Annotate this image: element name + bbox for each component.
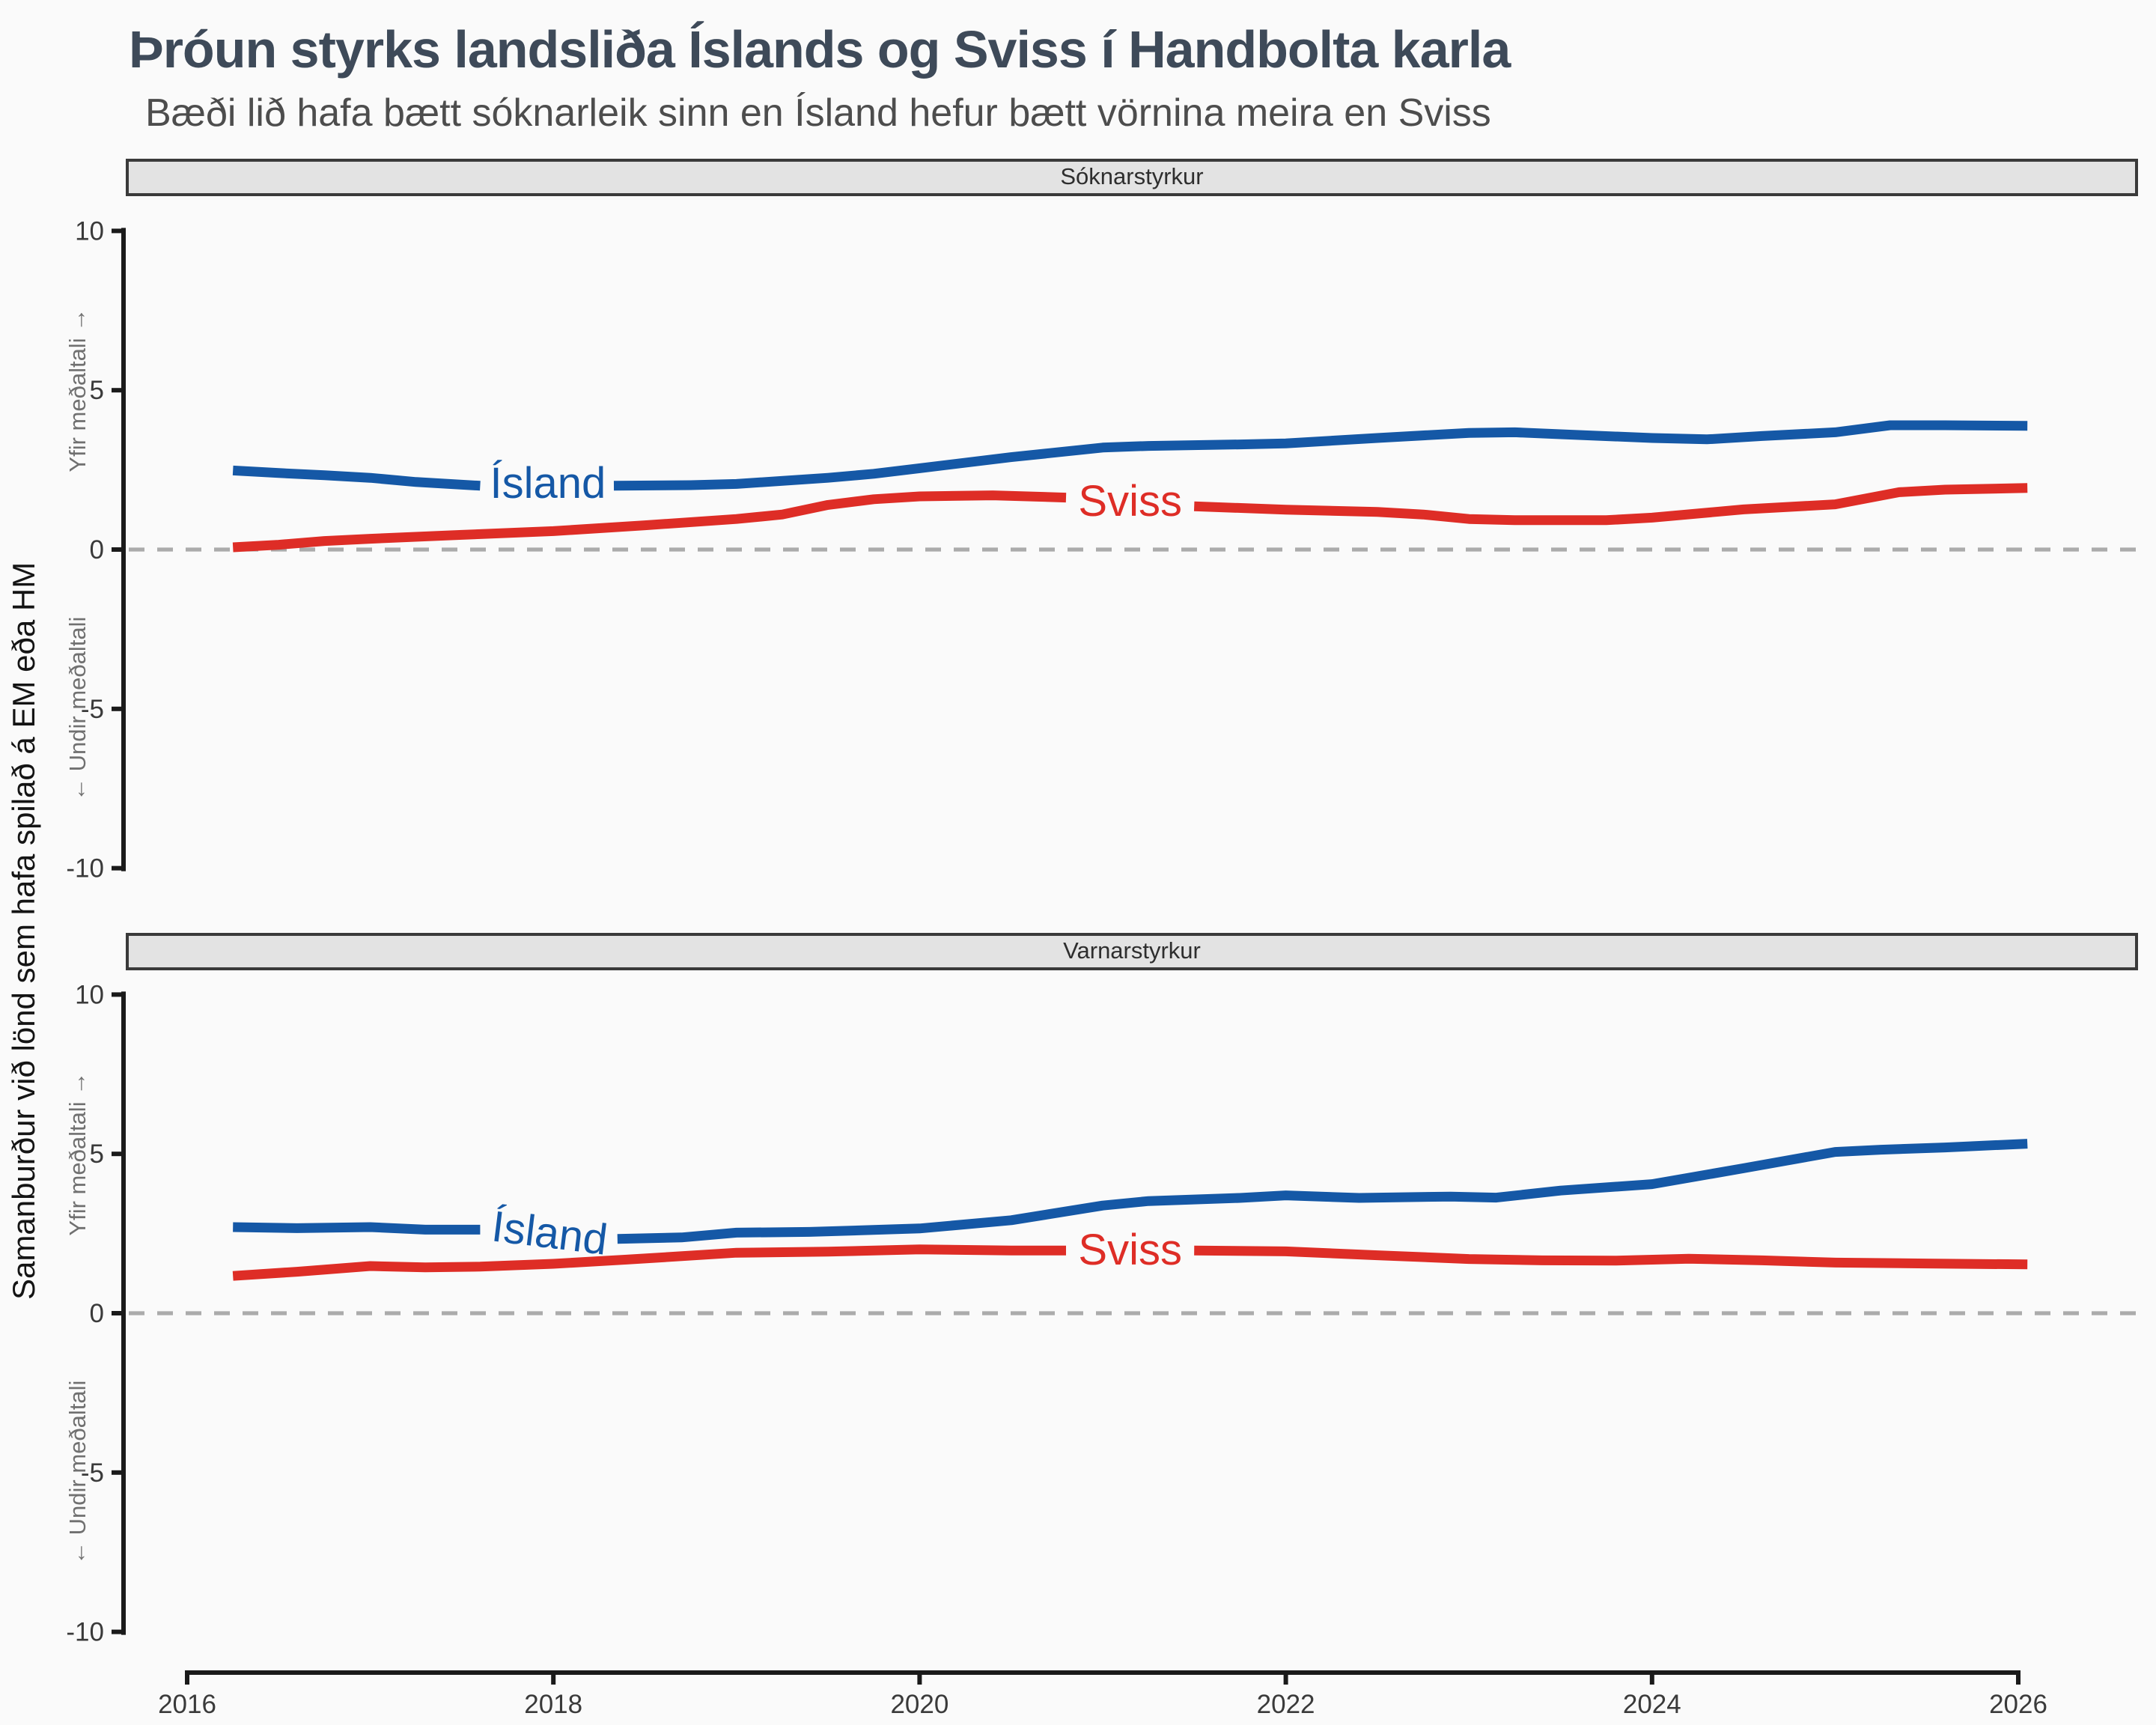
y-tick-label: 0: [90, 1299, 104, 1328]
line-island: [613, 420, 2028, 491]
annotation-above-average: Yfir meðaltali →: [64, 308, 91, 472]
y-tick-label: -5: [81, 1458, 104, 1488]
line-island: [617, 1139, 2028, 1244]
y-tick-label: 0: [90, 535, 104, 565]
line-island: [233, 1222, 481, 1235]
annotation-above-average: Yfir meðaltali →: [64, 1072, 91, 1236]
y-tick-label: -10: [66, 1618, 104, 1647]
panel-strip-label: Sóknarstyrkur: [1060, 164, 1204, 189]
line-sviss: [232, 1244, 1066, 1281]
x-tick-label: 2026: [1989, 1690, 2047, 1719]
y-tick-label: -10: [66, 854, 104, 883]
y-tick-label: 5: [90, 376, 104, 405]
y-tick-label: -5: [81, 695, 104, 724]
line-sviss: [1193, 483, 2028, 526]
x-tick-label: 2018: [524, 1690, 582, 1719]
annotation-below-average: ← Undir meðaltali: [64, 1381, 91, 1565]
panel-strip-label: Varnarstyrkur: [1063, 938, 1201, 964]
line-label-sviss: Sviss: [1078, 1226, 1182, 1274]
annotation-below-average: ← Undir meðaltali: [64, 617, 91, 801]
chart-subtitle: Bæði lið hafa bætt sóknarleik sinn en Ís…: [145, 90, 1491, 135]
x-tick-label: 2024: [1623, 1690, 1681, 1719]
y-tick-label: 5: [90, 1140, 104, 1169]
line-sviss: [1194, 1245, 2028, 1270]
x-tick-label: 2020: [890, 1690, 948, 1719]
x-tick-label: 2016: [158, 1690, 216, 1719]
chart-title: Þróun styrks landsliða Íslands og Sviss …: [129, 21, 1511, 79]
line-sviss: [232, 490, 1067, 553]
panel-strip-varnarstyrkur: Varnarstyrkur: [126, 933, 2138, 970]
x-tick-label: 2022: [1257, 1690, 1315, 1719]
line-island: [232, 465, 481, 491]
panel-strip-soknarstyrkur: Sóknarstyrkur: [126, 159, 2138, 196]
line-label-island: Ísland: [490, 459, 606, 508]
y-tick-label: 10: [75, 980, 104, 1009]
line-label-island: Ísland: [489, 1202, 610, 1264]
line-label-sviss: Sviss: [1078, 477, 1182, 526]
y-tick-label: 10: [75, 216, 104, 246]
